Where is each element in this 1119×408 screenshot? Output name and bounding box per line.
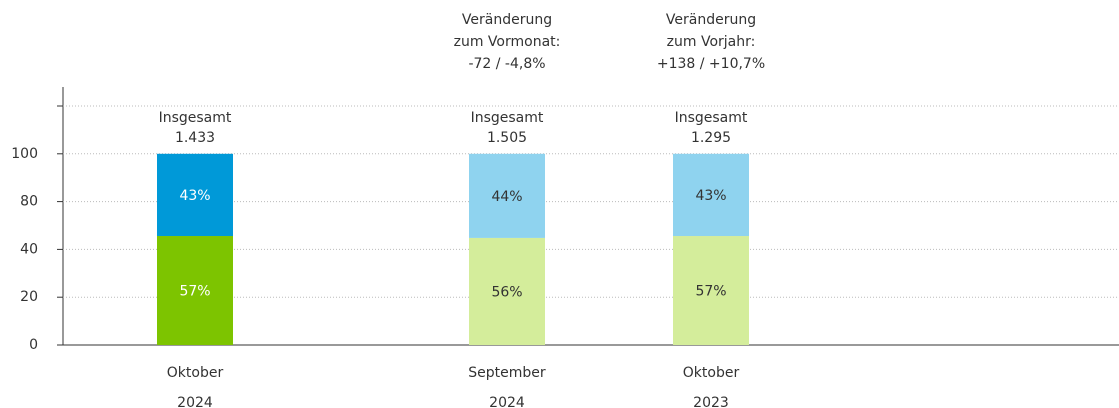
- bar-segment: [469, 237, 545, 345]
- total-label: 1.433: [175, 130, 215, 146]
- total-title: Insgesamt: [471, 110, 544, 126]
- y-tick-label: 100: [11, 146, 38, 162]
- x-tick-label: 2024: [177, 395, 213, 408]
- annotation: Veränderung: [666, 12, 756, 28]
- bar-segment: [673, 153, 749, 237]
- total-title: Insgesamt: [675, 110, 748, 126]
- x-tick-label: Oktober: [167, 365, 224, 381]
- total-label: 1.505: [487, 130, 527, 146]
- value-label: 57%: [695, 284, 726, 300]
- annotation: -72 / -4,8%: [468, 56, 545, 72]
- x-tick-label: 2023: [693, 395, 729, 408]
- y-tick-label: 20: [20, 289, 38, 305]
- value-label: 43%: [695, 188, 726, 204]
- bar-segment: [157, 236, 233, 345]
- y-tick-label: 0: [29, 337, 38, 353]
- y-tick-label: 40: [20, 241, 38, 257]
- total-label: 1.295: [691, 130, 731, 146]
- annotation: +138 / +10,7%: [657, 56, 765, 72]
- annotation: zum Vorjahr:: [667, 34, 756, 50]
- annotation: zum Vormonat:: [454, 34, 561, 50]
- x-tick-label: September: [468, 365, 546, 381]
- x-tick-label: Oktober: [683, 365, 740, 381]
- value-label: 44%: [491, 189, 522, 205]
- bar-segment: [157, 153, 233, 237]
- value-label: 57%: [179, 284, 210, 300]
- value-label: 56%: [491, 284, 522, 300]
- bar-segment: [673, 236, 749, 345]
- bar-segment: [469, 153, 545, 238]
- total-title: Insgesamt: [159, 110, 232, 126]
- y-tick-label: 80: [20, 194, 38, 210]
- x-tick-label: 2024: [489, 395, 525, 408]
- value-label: 43%: [179, 188, 210, 204]
- annotation: Veränderung: [462, 12, 552, 28]
